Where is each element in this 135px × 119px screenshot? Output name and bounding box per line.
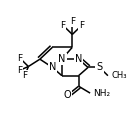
Text: N: N <box>58 54 66 64</box>
Text: F: F <box>22 71 27 80</box>
Text: NH₂: NH₂ <box>93 89 110 98</box>
Text: S: S <box>97 62 103 72</box>
Text: CH₃: CH₃ <box>111 71 126 80</box>
Text: F: F <box>17 66 23 75</box>
Text: F: F <box>70 17 75 26</box>
Text: N: N <box>75 54 82 64</box>
Text: N: N <box>49 62 56 72</box>
Text: O: O <box>63 90 71 100</box>
Text: F: F <box>17 54 23 63</box>
Text: F: F <box>79 21 84 30</box>
Text: F: F <box>60 21 65 30</box>
